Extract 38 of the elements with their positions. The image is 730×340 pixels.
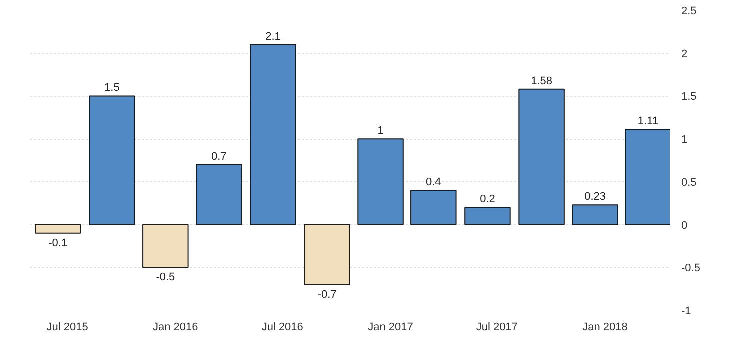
y-tick-label: 2.5 <box>682 6 697 18</box>
bar <box>358 138 404 226</box>
bar <box>625 129 670 226</box>
bar <box>410 190 457 226</box>
data-label: -0.1 <box>48 237 68 250</box>
y-tick-label: 1 <box>682 134 688 146</box>
x-tick-label: Jul 2017 <box>476 322 518 334</box>
y-tick-label: 2 <box>682 48 688 60</box>
bar <box>196 164 242 226</box>
bar <box>250 44 296 226</box>
y-tick-label: 0 <box>682 220 688 232</box>
x-tick-label: Jul 2016 <box>262 322 304 334</box>
bar <box>34 224 82 234</box>
bar <box>142 224 189 268</box>
data-label: 0.23 <box>584 191 606 204</box>
x-tick-label: Jul 2015 <box>46 322 88 334</box>
x-tick-label: Jan 2018 <box>582 322 628 334</box>
bar <box>572 204 618 226</box>
data-label: -0.7 <box>318 288 337 301</box>
y-tick-label: 1.5 <box>682 91 697 104</box>
data-label: 1.5 <box>104 82 120 94</box>
bar <box>304 224 350 286</box>
data-label: -0.5 <box>156 272 176 284</box>
bar <box>518 88 565 226</box>
x-tick-label: Jan 2016 <box>153 322 198 334</box>
data-label: 0.7 <box>212 150 227 163</box>
data-label: 1.11 <box>638 116 658 128</box>
bar <box>464 207 511 226</box>
y-tick-label: -0.5 <box>682 262 700 275</box>
x-tick-label: Jan 2017 <box>368 322 414 334</box>
data-label: 1.58 <box>531 75 553 88</box>
bar <box>89 96 136 226</box>
y-tick-label: -1 <box>682 306 692 318</box>
data-label: 0.4 <box>426 176 442 188</box>
y-tick-label: 0.5 <box>682 176 697 189</box>
data-label: 1 <box>378 125 384 138</box>
data-label: 2.1 <box>266 30 281 43</box>
data-label: 0.2 <box>480 194 496 206</box>
